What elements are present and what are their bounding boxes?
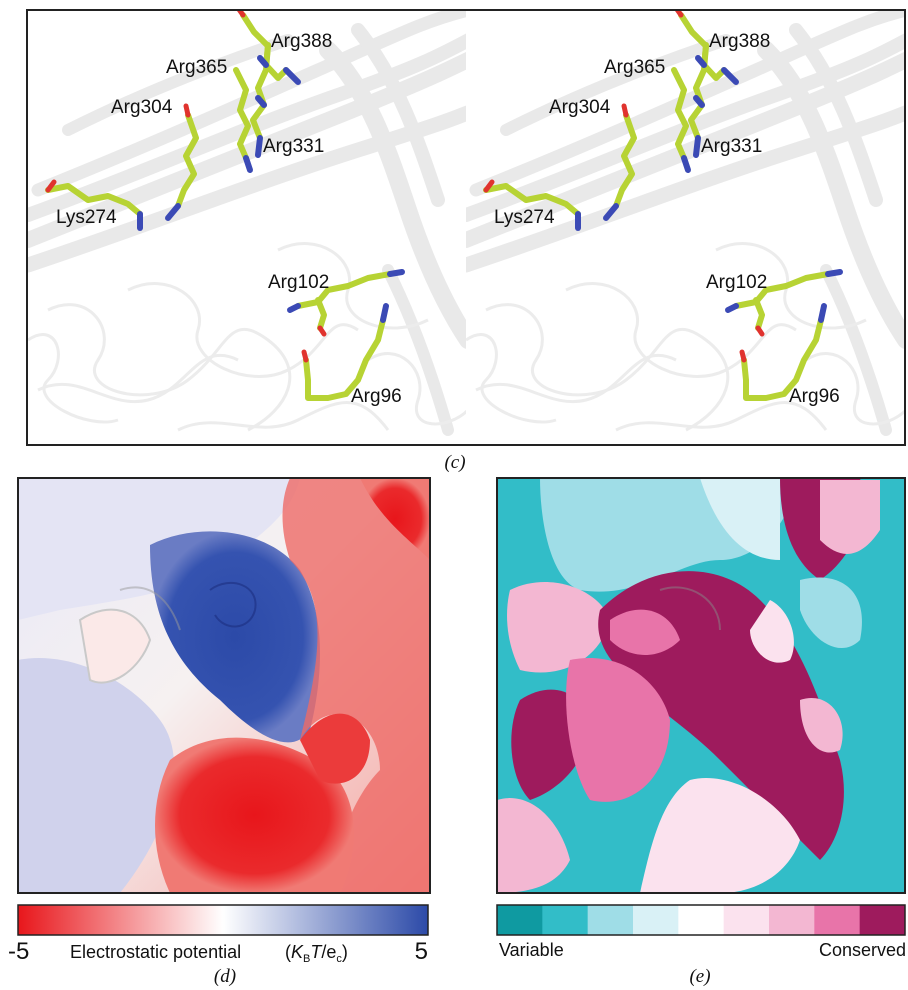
colorbar-low-label: Variable — [499, 940, 564, 960]
residue-label: Arg96 — [351, 386, 402, 407]
residue-label: Arg96 — [789, 386, 840, 407]
colorbar-swatch — [814, 905, 860, 935]
residue-label: Arg331 — [701, 136, 762, 157]
colorbar-high-label: Conserved — [819, 940, 906, 960]
residue-label: Arg304 — [549, 97, 611, 118]
panel-e: Variable Conserved (e) — [497, 478, 906, 987]
colorbar-unit: (KBT/ec) — [285, 942, 348, 965]
conservation-surface — [497, 478, 905, 893]
panel-c: Arg388 Arg365 Arg304 Arg331 Lys274 Arg102 Arg9… — [27, 8, 908, 473]
panel-caption: (c) — [444, 452, 465, 473]
panel-caption: (d) — [214, 966, 236, 987]
colorbar-min: -5 — [8, 938, 29, 965]
colorbar-swatch — [724, 905, 770, 935]
residue-label: Arg365 — [166, 57, 227, 78]
unit-part: ) — [342, 942, 348, 962]
residue-label: Arg102 — [706, 272, 767, 293]
colorbar — [18, 905, 428, 935]
colorbar-swatch — [542, 905, 588, 935]
residue-label: Lys274 — [56, 207, 117, 228]
colorbar — [497, 905, 906, 935]
residue-label: Arg304 — [111, 97, 173, 118]
residue-label: Lys274 — [494, 207, 555, 228]
colorbar-label: Electrostatic potential — [70, 942, 241, 962]
panel-caption: (e) — [689, 966, 710, 987]
residue-label: Arg102 — [268, 272, 329, 293]
colorbar-swatch — [633, 905, 679, 935]
colorbar-swatch — [588, 905, 634, 935]
unit-part: B — [303, 953, 310, 965]
residue-label: Arg365 — [604, 57, 665, 78]
unit-part: /e — [321, 942, 336, 962]
electrostatic-surface — [18, 478, 430, 893]
colorbar-swatch — [860, 905, 906, 935]
colorbar-swatch — [769, 905, 815, 935]
colorbar-swatch — [497, 905, 543, 935]
panel-d: -5 5 Electrostatic potential (KBT/ec) (d… — [8, 478, 430, 987]
colorbar-swatch — [678, 905, 724, 935]
residue-label: Arg388 — [709, 31, 770, 52]
colorbar-max: 5 — [415, 938, 428, 965]
figure: Arg388 Arg365 Arg304 Arg331 Lys274 Arg102 Arg9… — [0, 0, 908, 990]
residue-label: Arg388 — [271, 31, 332, 52]
residue-label: Arg331 — [263, 136, 324, 157]
